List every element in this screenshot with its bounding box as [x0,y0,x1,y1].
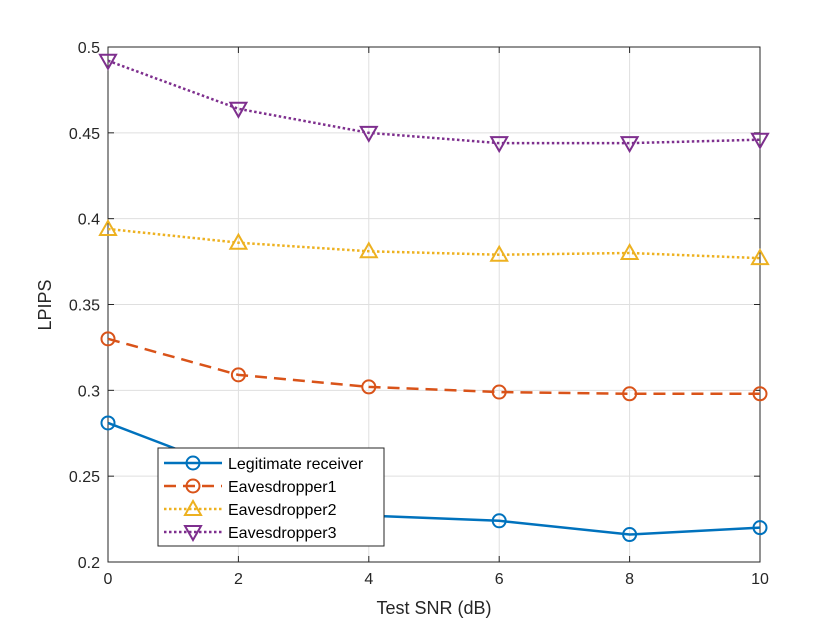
data-point [622,527,638,543]
y-tick-label: 0.3 [78,383,100,400]
x-tick-label: 6 [495,571,504,588]
data-point [228,101,249,119]
x-tick-label: 4 [364,571,373,588]
series-3 [98,218,770,266]
legend-entry: Eavesdropper3 [164,525,337,543]
y-tick-label: 0.45 [69,126,100,143]
data-point [619,242,640,260]
data-point [98,53,118,71]
legend-label: Eavesdropper1 [228,479,337,496]
data-point [750,132,770,150]
data-point [359,125,379,143]
x-tick-label: 0 [104,571,113,588]
data-point [752,520,768,536]
data-point [359,241,379,259]
x-axis-label: Test SNR (dB) [376,598,491,618]
data-point [228,232,249,250]
legend-marker [185,455,201,471]
series-line [107,227,761,260]
series-2 [100,331,768,402]
data-point [489,136,509,154]
legend-label: Legitimate receiver [228,456,364,473]
legend-box [157,447,385,547]
series-4 [98,53,770,154]
x-tick-label: 8 [625,571,634,588]
legend-entry: Eavesdropper2 [164,498,337,519]
x-tick-label: 2 [234,571,243,588]
y-tick-label: 0.4 [78,212,100,229]
legend-label: Eavesdropper3 [228,525,337,542]
y-tick-label: 0.5 [78,40,100,57]
series-line [107,337,760,396]
data-point [491,513,507,529]
x-tick-label: 10 [751,571,769,588]
y-tick-label: 0.35 [69,298,100,315]
legend-entry: Eavesdropper1 [164,478,337,496]
data-point [491,384,507,400]
legend-marker [183,498,203,516]
axis-ticks: 0 2 4 6 8 10 0.2 0.25 0.3 0.35 0.4 0.45 0.5 [69,40,769,588]
data-point [750,248,770,266]
data-point [619,136,640,154]
data-point [100,415,116,431]
data-point [361,379,377,395]
data-point [752,386,768,402]
legend-marker [185,478,201,494]
data-point [230,367,246,383]
legend-entry: Legitimate receiver [164,455,364,473]
legend: Legitimate receiver Eavesdropper1 Eavesdro… [157,447,385,547]
data-point [100,331,116,347]
series-line [107,59,761,145]
legend-marker [183,525,203,543]
data-point [622,386,638,402]
data-point [98,218,118,236]
legend-label: Eavesdropper2 [228,502,337,519]
y-tick-label: 0.2 [78,555,100,572]
y-tick-label: 0.25 [69,469,100,486]
data-point [489,244,509,262]
y-axis-label: LPIPS [35,279,55,330]
